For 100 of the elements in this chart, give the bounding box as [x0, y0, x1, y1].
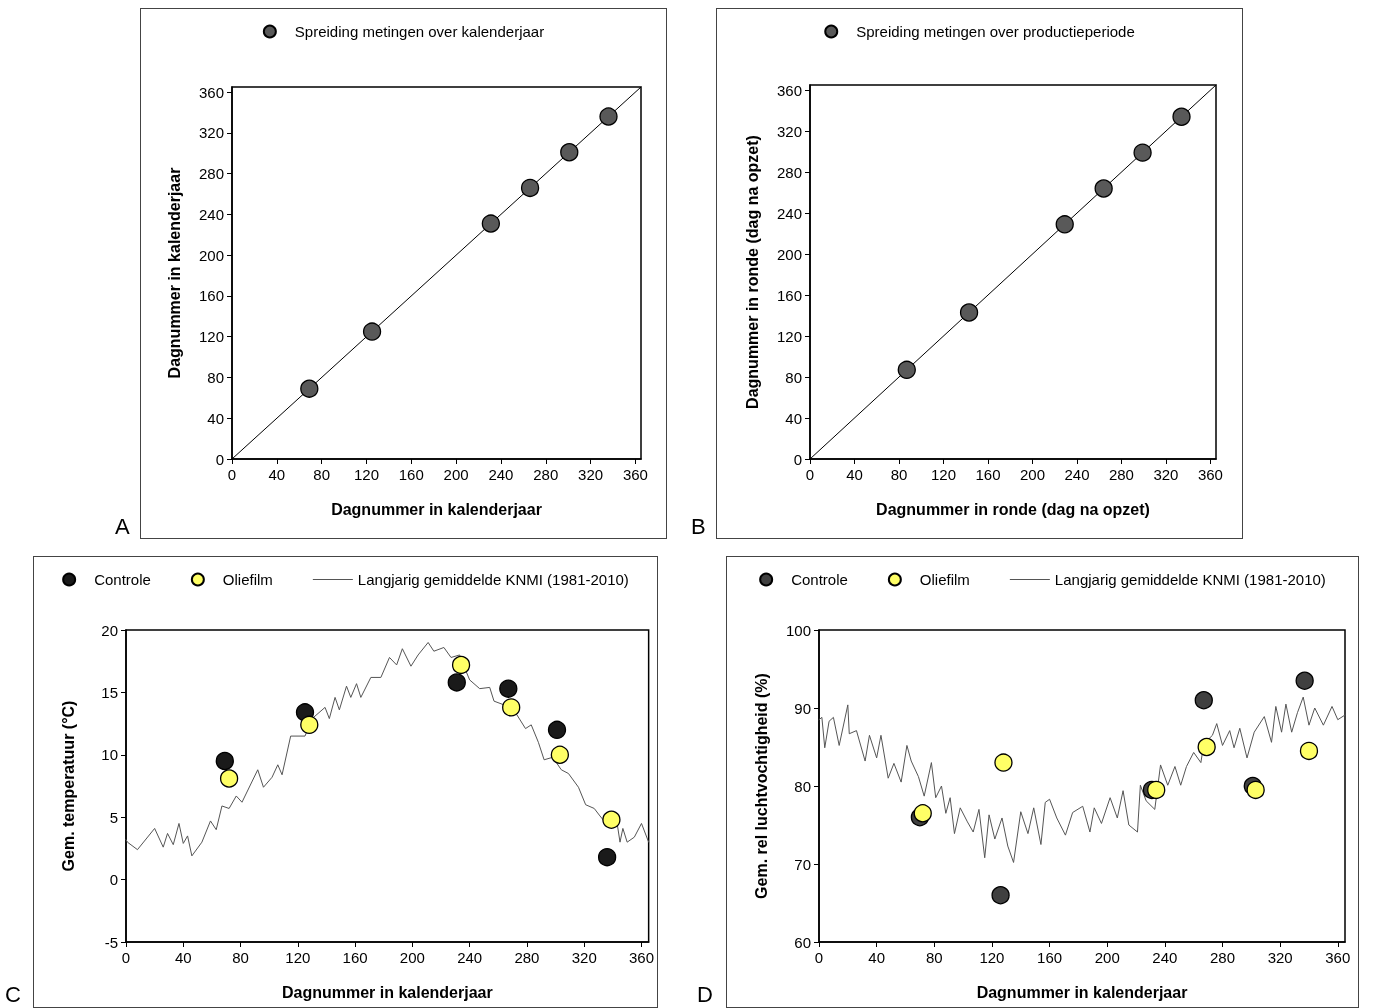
y-tick-label: 80: [207, 368, 224, 386]
y-tick-label: 20: [101, 621, 118, 639]
x-tick-label: 120: [979, 949, 1005, 966]
x-tick-label: 160: [975, 466, 1001, 483]
legend-label: Langjarig gemiddelde KNMI (1981-2010): [1054, 571, 1326, 588]
text: D: [697, 982, 713, 1008]
y-tick-label: 15: [101, 683, 118, 701]
x-tick-label: 80: [232, 949, 249, 966]
x-tick-label: 360: [1197, 466, 1223, 483]
point: [1246, 780, 1265, 800]
x-tick-label: 80: [890, 466, 908, 483]
x-tick-label: 360: [622, 466, 648, 483]
y-tick-label: 0: [215, 450, 224, 468]
point: [1147, 780, 1166, 800]
y-tick-label: 320: [198, 124, 224, 142]
y-tick-label: 320: [776, 122, 802, 140]
x-tick-label: 280: [514, 949, 540, 966]
y-tick-label: 120: [198, 328, 224, 346]
point: [520, 178, 540, 198]
point: [599, 107, 618, 126]
point: [550, 745, 570, 764]
x-tick-label: 360: [628, 949, 654, 966]
x-tick-label: 40: [268, 466, 286, 483]
y-tick-label: 160: [776, 286, 802, 304]
x-axis-title: Dagnummer in kalenderjaar: [281, 983, 493, 1001]
y-tick-label: 280: [776, 163, 802, 181]
x-tick-label: 280: [533, 466, 559, 483]
x-tick-label: 200: [1094, 949, 1120, 966]
point: [1197, 737, 1216, 757]
point: [215, 751, 234, 771]
point: [897, 360, 916, 379]
line-series: [125, 641, 650, 857]
y-tick-label: 240: [776, 204, 802, 222]
point: [1094, 179, 1113, 198]
point: [991, 886, 1010, 905]
point: [499, 679, 518, 698]
point: [300, 715, 319, 734]
point: [362, 322, 382, 341]
y-tick-label: 200: [776, 245, 802, 263]
text: B: [691, 514, 706, 540]
y-tick-label: 160: [198, 287, 224, 305]
x-tick-label: 40: [868, 949, 885, 966]
x-tick-label: 40: [174, 949, 192, 966]
y-tick-label: 0: [109, 871, 118, 889]
legend-label: Oliefilm: [919, 571, 970, 588]
x-tick-label: 240: [1064, 466, 1090, 483]
point: [481, 214, 500, 233]
x-tick-label: 360: [1325, 949, 1351, 966]
x-tick-label: 320: [1153, 466, 1179, 483]
y-tick-label: 200: [198, 246, 224, 264]
x-axis-title: Dagnummer in kalenderjaar: [976, 983, 1188, 1001]
point: [1172, 107, 1191, 126]
x-tick-label: 120: [353, 466, 379, 483]
y-tick-label: 360: [776, 81, 802, 99]
x-tick-label: 120: [285, 949, 311, 966]
x-tick-label: 320: [571, 949, 597, 966]
y-axis-title: Dagnummer in ronde (dag na opzet): [743, 135, 761, 409]
y-tick-label: 360: [198, 83, 224, 101]
y-tick-label: 70: [794, 855, 811, 873]
point: [560, 143, 579, 162]
x-tick-label: 200: [443, 466, 469, 483]
point: [597, 847, 617, 867]
point: [219, 769, 239, 788]
legend-label: Langjarig gemiddelde KNMI (1981-2010): [357, 571, 629, 588]
text: C: [5, 982, 21, 1008]
text: A: [115, 514, 130, 540]
y-axis-title: Gem. temperatuur (°C): [59, 700, 77, 872]
legend-label: Controle: [791, 571, 848, 588]
y-tick-label: 5: [109, 808, 118, 826]
point: [300, 379, 319, 398]
x-tick-label: 80: [925, 949, 943, 966]
point: [502, 698, 521, 717]
legend-label: Controle: [94, 571, 151, 588]
point: [994, 753, 1013, 772]
point: [451, 655, 471, 675]
point: [1133, 143, 1152, 162]
x-tick-label: 40: [846, 466, 863, 483]
point: [602, 810, 621, 829]
point: [547, 720, 567, 739]
y-axis-title: Dagnummer in kalenderjaar: [165, 167, 183, 379]
x-tick-label: 200: [399, 949, 425, 966]
y-tick-label: 90: [794, 699, 811, 717]
x-tick-label: 240: [488, 466, 514, 483]
y-tick-label: -5: [104, 933, 118, 951]
y-axis-title: Gem. rel luchtvochtigheid (%): [752, 673, 770, 899]
x-tick-label: 240: [457, 949, 483, 966]
y-tick-label: 280: [198, 165, 224, 183]
y-tick-label: 100: [785, 621, 811, 639]
point: [447, 673, 466, 692]
x-tick-label: 160: [1037, 949, 1063, 966]
point: [1295, 671, 1314, 690]
y-tick-label: 80: [794, 777, 811, 795]
y-tick-label: 0: [793, 450, 802, 468]
x-tick-label: 0: [814, 949, 824, 966]
x-tick-label: 0: [121, 949, 131, 966]
legend-label: Spreiding metingen over productieperiode: [856, 23, 1135, 40]
point: [1194, 691, 1213, 710]
y-tick-label: 10: [101, 746, 118, 764]
x-tick-label: 280: [1209, 949, 1236, 966]
x-axis-title: Dagnummer in kalenderjaar: [331, 500, 542, 518]
